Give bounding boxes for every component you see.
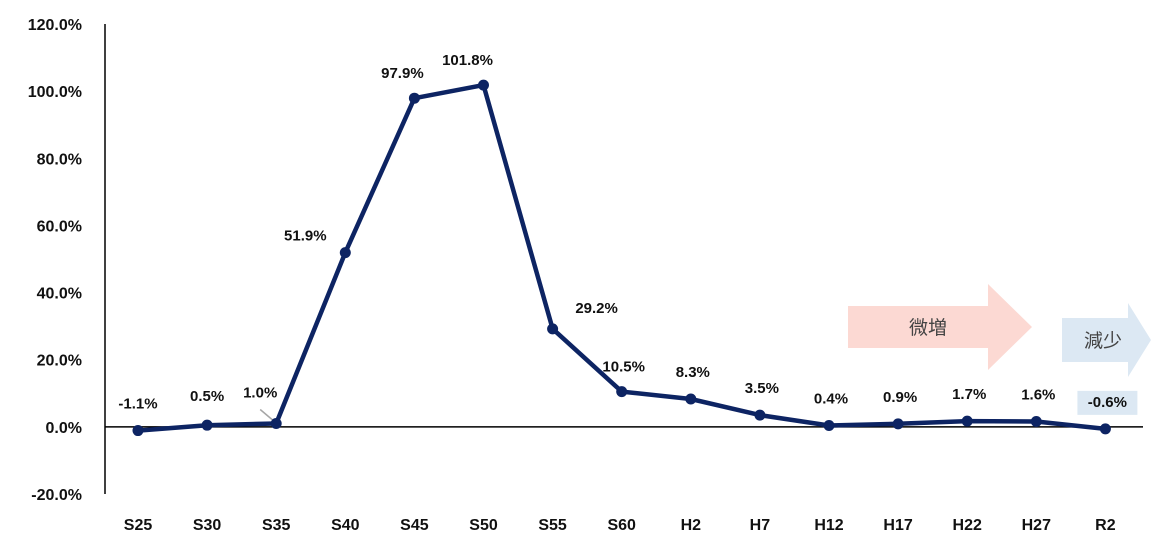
- data-label: 1.7%: [952, 386, 986, 403]
- data-label: 10.5%: [602, 359, 645, 376]
- x-tick-label: H22: [953, 517, 982, 534]
- y-tick-label: 80.0%: [37, 151, 82, 168]
- x-tick-label: H2: [681, 517, 702, 534]
- y-tick-label: -20.0%: [31, 487, 82, 504]
- y-tick-label: 120.0%: [28, 17, 82, 34]
- series-line: [137, 82, 1106, 433]
- x-tick-label: S50: [469, 517, 498, 534]
- data-point: [823, 420, 835, 432]
- data-label: 3.5%: [745, 380, 779, 397]
- data-label: 8.3%: [676, 364, 710, 381]
- x-tick-labels: S25 S30 S35 S40 S45 S50 S55 S60 H2 H7 H12 H17 H22 H27…: [124, 517, 1116, 534]
- data-point: [892, 418, 904, 430]
- x-tick-label: R2: [1095, 517, 1116, 534]
- y-tick-label: 0.0%: [46, 420, 82, 437]
- leader-line: [259, 408, 274, 422]
- data-points: [132, 79, 1111, 437]
- data-point: [339, 247, 351, 259]
- x-tick-label: H7: [750, 517, 771, 534]
- y-tick-label: 60.0%: [37, 218, 82, 235]
- x-tick-label: H17: [883, 517, 912, 534]
- y-tick-label: 20.0%: [37, 353, 82, 370]
- data-label: 51.9%: [284, 228, 327, 245]
- data-point: [408, 92, 420, 104]
- annotation-increase-arrow: 微増: [848, 284, 1032, 370]
- data-label: 1.0%: [243, 385, 277, 402]
- y-tick-label: 100.0%: [28, 84, 82, 101]
- data-point: [478, 79, 489, 91]
- x-tick-label: S40: [331, 517, 360, 534]
- series-line-group: [137, 82, 1106, 433]
- data-label: 101.8%: [442, 52, 493, 69]
- decrease-arrow-label: 減少: [1084, 330, 1122, 352]
- data-labels: -1.1% 0.5% 1.0% 51.9% 97.9% 101.8% 29.2% 10.5% 8…: [118, 52, 1138, 415]
- data-label: -1.1%: [118, 396, 157, 413]
- x-tick-label: S30: [193, 517, 222, 534]
- x-tick-label: S45: [400, 517, 429, 534]
- data-label: 1.6%: [1021, 386, 1055, 403]
- x-tick-label: S25: [124, 517, 153, 534]
- x-tick-label: S35: [262, 517, 291, 534]
- data-label-background: [1077, 390, 1138, 415]
- data-point: [685, 393, 697, 405]
- data-label: -0.6%: [1088, 394, 1127, 411]
- data-label: 0.9%: [883, 389, 917, 406]
- data-label: 0.4%: [814, 391, 848, 408]
- data-point: [1030, 415, 1042, 427]
- y-tick-label: 40.0%: [37, 286, 82, 303]
- data-point: [201, 419, 213, 431]
- data-point: [754, 409, 766, 421]
- increase-arrow-shape: [848, 284, 1032, 370]
- data-label: 29.2%: [575, 300, 618, 317]
- leader-lines: [259, 408, 274, 422]
- data-point: [132, 425, 144, 437]
- decrease-arrow-shape: [1062, 303, 1151, 377]
- data-label: 97.9%: [381, 65, 424, 82]
- annotation-decrease-arrow: 減少: [1062, 303, 1151, 377]
- data-point: [616, 386, 628, 398]
- data-label: 0.5%: [190, 388, 224, 405]
- data-point: [270, 418, 282, 429]
- x-tick-label: H12: [814, 517, 843, 534]
- data-point: [1099, 423, 1111, 435]
- data-point: [961, 415, 973, 427]
- x-tick-label: H27: [1022, 517, 1051, 534]
- increase-arrow-label: 微増: [909, 317, 947, 339]
- y-tick-labels: -20.0% 0.0% 20.0% 40.0% 60.0% 80.0% 100.0% 120.…: [28, 17, 82, 504]
- x-tick-label: S60: [607, 517, 636, 534]
- x-tick-label: S55: [538, 517, 567, 534]
- data-point: [547, 323, 559, 335]
